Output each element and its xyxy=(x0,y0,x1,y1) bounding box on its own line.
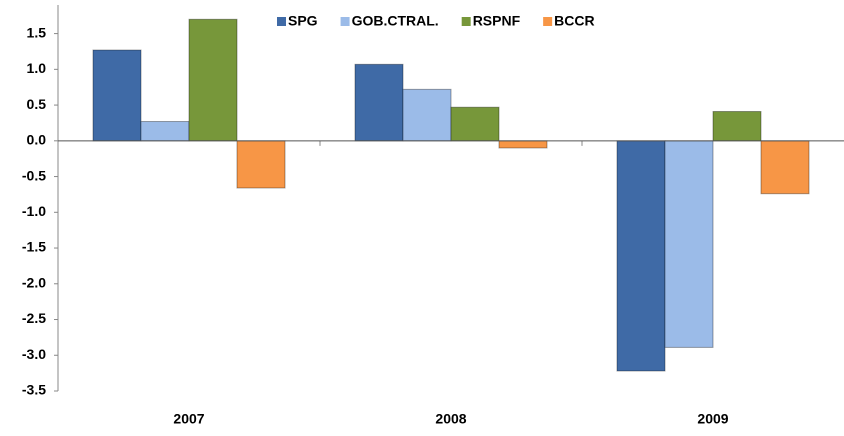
bar xyxy=(236,140,286,189)
bar xyxy=(92,49,142,142)
y-tick-label: -2.0 xyxy=(22,274,46,290)
y-tick-label: -0.5 xyxy=(22,167,46,183)
bar xyxy=(450,106,500,142)
bar xyxy=(712,111,762,142)
y-tick-label: -3.5 xyxy=(22,382,46,398)
bar xyxy=(188,18,238,142)
legend-swatch xyxy=(543,17,553,26)
legend-label: BCCR xyxy=(554,13,594,29)
legend-label: SPG xyxy=(288,13,318,29)
bar xyxy=(140,121,190,142)
y-tick-label: -2.5 xyxy=(22,310,46,326)
bar xyxy=(760,140,810,195)
legend-label: GOB.CTRAL. xyxy=(352,13,439,29)
legend-swatch xyxy=(340,17,350,26)
bar xyxy=(664,140,714,348)
y-tick-label: -1.5 xyxy=(22,239,46,255)
bar xyxy=(498,140,548,149)
bar xyxy=(354,63,404,142)
y-tick-label: -1.0 xyxy=(22,203,46,219)
y-tick-label: 1.5 xyxy=(27,24,47,40)
y-tick-label: 0.5 xyxy=(27,96,47,112)
x-tick-label: 2009 xyxy=(697,411,728,427)
legend-label: RSPNF xyxy=(473,13,521,29)
y-tick-label: -3.0 xyxy=(22,346,46,362)
x-tick-label: 2008 xyxy=(435,411,466,427)
y-tick-label: 0.0 xyxy=(27,132,47,148)
y-tick-label: 1.0 xyxy=(27,60,47,76)
bar xyxy=(402,88,452,142)
bar xyxy=(616,140,666,372)
legend-swatch xyxy=(277,17,286,26)
x-tick-label: 2007 xyxy=(173,411,204,427)
legend-swatch xyxy=(461,17,471,26)
